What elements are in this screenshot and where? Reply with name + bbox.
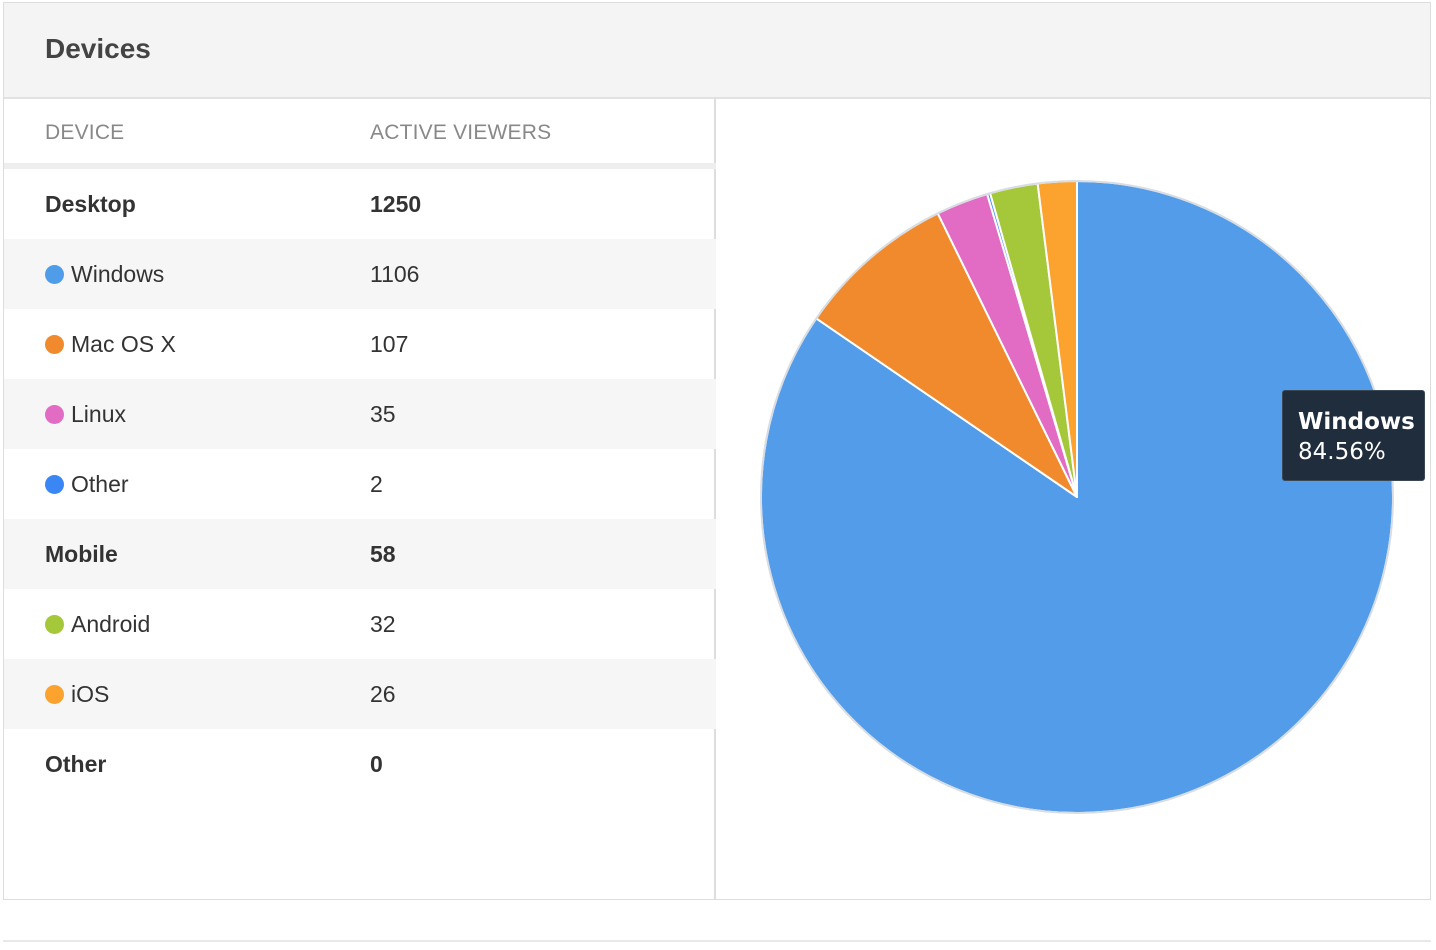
column-header-device[interactable]: DEVICE (45, 121, 125, 144)
devices-table: DEVICE ACTIVE VIEWERS Desktop 1250 Windows… (4, 99, 716, 899)
device-label: Android (71, 611, 151, 637)
active-viewers-value: 58 (370, 541, 396, 567)
pie-chart-area (716, 99, 1430, 899)
legend-dot-icon (45, 475, 64, 494)
device-label: Windows (71, 261, 165, 287)
panel-title: Devices (45, 33, 151, 64)
device-cell: Other (45, 471, 129, 498)
table-row[interactable]: Other 2 (4, 449, 716, 519)
device-label: Other (45, 751, 107, 777)
tooltip-series-name: Windows (1298, 409, 1415, 435)
table-row[interactable]: Linux 35 (4, 379, 716, 449)
legend-dot-icon (45, 685, 64, 704)
legend-dot-icon (45, 615, 64, 634)
device-label: Other (71, 471, 129, 497)
table-row[interactable]: Desktop 1250 (4, 169, 716, 239)
device-cell: iOS (45, 681, 109, 708)
table-row[interactable]: Android 32 (4, 589, 716, 659)
device-cell: Windows (45, 261, 164, 288)
table-row[interactable]: Other 0 (4, 729, 716, 799)
active-viewers-value: 0 (370, 751, 383, 777)
chart-tooltip: Windows 84.56% (1282, 390, 1425, 481)
table-body: Desktop 1250 Windows 1106 Mac OS X 107 Linux 35… (4, 169, 716, 799)
device-cell: Other (45, 751, 106, 778)
table-row[interactable]: iOS 26 (4, 659, 716, 729)
table-row[interactable]: Mobile 58 (4, 519, 716, 589)
legend-dot-icon (45, 405, 64, 424)
bottom-divider (3, 940, 1431, 942)
device-label: Desktop (45, 191, 136, 217)
device-label: Mac OS X (71, 331, 176, 357)
device-cell: Desktop (45, 191, 136, 218)
legend-dot-icon (45, 335, 64, 354)
devices-panel: Devices DEVICE ACTIVE VIEWERS Desktop 125… (3, 2, 1431, 900)
legend-dot-icon (45, 265, 64, 284)
active-viewers-value: 35 (370, 401, 396, 427)
table-row[interactable]: Mac OS X 107 (4, 309, 716, 379)
column-header-active-viewers[interactable]: ACTIVE VIEWERS (370, 121, 552, 144)
device-cell: Mac OS X (45, 331, 176, 358)
active-viewers-value: 1106 (370, 261, 420, 287)
table-row[interactable]: Windows 1106 (4, 239, 716, 309)
device-cell: Mobile (45, 541, 118, 568)
device-label: Linux (71, 401, 126, 427)
table-header: DEVICE ACTIVE VIEWERS (4, 99, 716, 169)
device-cell: Android (45, 611, 150, 638)
active-viewers-value: 32 (370, 611, 396, 637)
active-viewers-value: 107 (370, 331, 409, 357)
panel-header: Devices (4, 3, 1430, 99)
device-label: Mobile (45, 541, 118, 567)
active-viewers-value: 1250 (370, 191, 422, 217)
device-label: iOS (71, 681, 110, 707)
tooltip-series-value: 84.56% (1298, 439, 1386, 465)
active-viewers-value: 26 (370, 681, 396, 707)
pie-outline (760, 180, 1394, 814)
pie-chart (760, 180, 1394, 814)
device-cell: Linux (45, 401, 126, 428)
active-viewers-value: 2 (370, 471, 383, 497)
